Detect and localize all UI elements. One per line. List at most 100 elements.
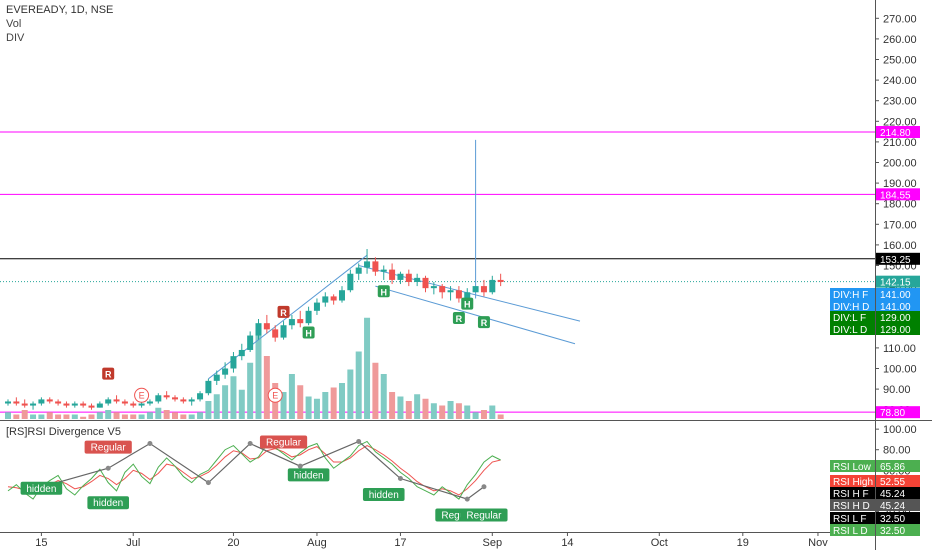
volume-bar: [464, 405, 471, 419]
price-tick-label: 190.00: [883, 178, 917, 190]
volume-bar: [330, 387, 337, 419]
candle-body: [113, 399, 120, 402]
time-tick-label: 20: [227, 537, 239, 549]
div-tag-label: DIV:L F: [833, 313, 866, 324]
volume-bar: [364, 317, 371, 419]
volume-bar: [172, 412, 178, 419]
candle-body: [96, 403, 103, 408]
candle-body: [313, 302, 320, 311]
candle-body: [80, 403, 87, 406]
rsi-tag-value: 32.50: [880, 514, 905, 525]
candle-body: [130, 403, 137, 406]
volume-bar: [180, 414, 187, 419]
candle-body: [330, 296, 337, 301]
candle-body: [439, 286, 446, 293]
volume-bar: [280, 392, 287, 419]
rsi-pivot: [205, 480, 211, 486]
price-tick-label: 100.00: [883, 364, 917, 376]
rsi-label-regular-bg: [84, 440, 132, 454]
candle-body: [205, 380, 212, 394]
rsi-label-regular: Regular: [441, 511, 477, 522]
price-tick-label: 260.00: [883, 34, 917, 46]
rsi-tick-label: 80.00: [883, 445, 911, 457]
price-tick-label: 110.00: [883, 343, 916, 355]
candle-body: [163, 395, 170, 398]
candle-body: [138, 403, 145, 406]
volume-bar: [188, 414, 195, 419]
rsi-label-hidden-bg: [20, 481, 63, 495]
volume-bar: [347, 369, 354, 419]
volume-bars: [5, 317, 504, 419]
price-tick-label: 200.00: [883, 158, 917, 170]
candle-body: [280, 325, 287, 338]
rsi-indicator-title[interactable]: [RS]RSI Divergence V5: [6, 426, 121, 438]
rsi-label-hidden-bg: [87, 496, 129, 510]
volume-bar: [5, 412, 11, 419]
price-tick-label: 220.00: [883, 116, 917, 128]
div-tag-label-bg: [830, 288, 875, 300]
volume-bar: [455, 403, 462, 419]
candle-body: [71, 403, 78, 406]
volume-bar: [13, 414, 20, 419]
div-tag-value-bg: [876, 300, 920, 312]
volume-bar: [380, 374, 387, 419]
rsi-tag-value: 32.50: [880, 526, 905, 537]
rsi-tag-value: 45.24: [880, 489, 905, 500]
rsi-pivot: [105, 465, 111, 471]
div-tag-value-bg: [876, 311, 920, 323]
rsi-tick-label: 100.00: [883, 424, 917, 436]
rsi-tag-value: 65.86: [880, 462, 905, 473]
candle-body: [105, 399, 112, 404]
volume-bar: [163, 410, 170, 419]
price-tick-label: 90.00: [883, 384, 911, 396]
symbol-title[interactable]: EVEREADY, 1D, NSE: [6, 4, 114, 16]
rsi-label-hidden: hidden: [294, 470, 324, 481]
price-tick-label: 250.00: [883, 55, 917, 67]
volume-bar: [247, 362, 254, 419]
volume-bar: [230, 376, 237, 419]
rsi-tag-value-bg: [876, 499, 920, 511]
candle-body: [247, 335, 254, 350]
candle-body: [13, 401, 20, 404]
candle-body: [30, 403, 37, 406]
legend-volume[interactable]: Vol: [6, 18, 22, 30]
time-axis: 15 Jul 20 Aug 17 Sep 14 Oct 19 Nov: [35, 532, 828, 549]
candle-body: [288, 319, 295, 326]
div-tag-label: DIV:L D: [833, 325, 867, 336]
candle-body: [188, 399, 195, 402]
div-tag-value: 129.00: [880, 313, 911, 324]
legend-div[interactable]: DIV: [6, 32, 25, 44]
price-tag-bg: [876, 188, 920, 201]
price-tick-label: 230.00: [883, 96, 917, 108]
div-tag-label: DIV:H F: [833, 290, 868, 301]
rsi-tag-label: RSI H F: [833, 489, 869, 500]
volume-bar: [322, 392, 329, 419]
candle-body: [364, 261, 371, 268]
candle-body: [121, 401, 128, 404]
candle-body: [414, 277, 421, 282]
candle-body: [172, 397, 178, 400]
candle-body: [430, 286, 437, 289]
rsi-label-regular-bg: [259, 435, 308, 449]
time-tick-label: Sep: [483, 537, 503, 549]
e-marker: E: [139, 390, 145, 400]
candle-body: [322, 296, 329, 303]
candle-body: [63, 403, 70, 406]
rsi-label-regular-bg: [460, 508, 508, 522]
volume-bar: [71, 414, 78, 419]
candle-body: [238, 349, 245, 357]
r-marker: R: [481, 318, 488, 328]
r-marker-bg: [477, 316, 490, 329]
volume-bar: [288, 374, 295, 419]
div-tag-value-bg: [876, 323, 920, 335]
rsi-tag-label-bg: [830, 499, 875, 511]
volume-bar: [339, 383, 345, 419]
volume-bar: [297, 385, 304, 419]
price-tick-label: 160.00: [883, 240, 917, 252]
rsi-label-regular: Regular: [466, 511, 502, 522]
candle-body: [389, 269, 396, 280]
volume-bar: [30, 414, 37, 419]
volume-bar: [121, 414, 128, 419]
